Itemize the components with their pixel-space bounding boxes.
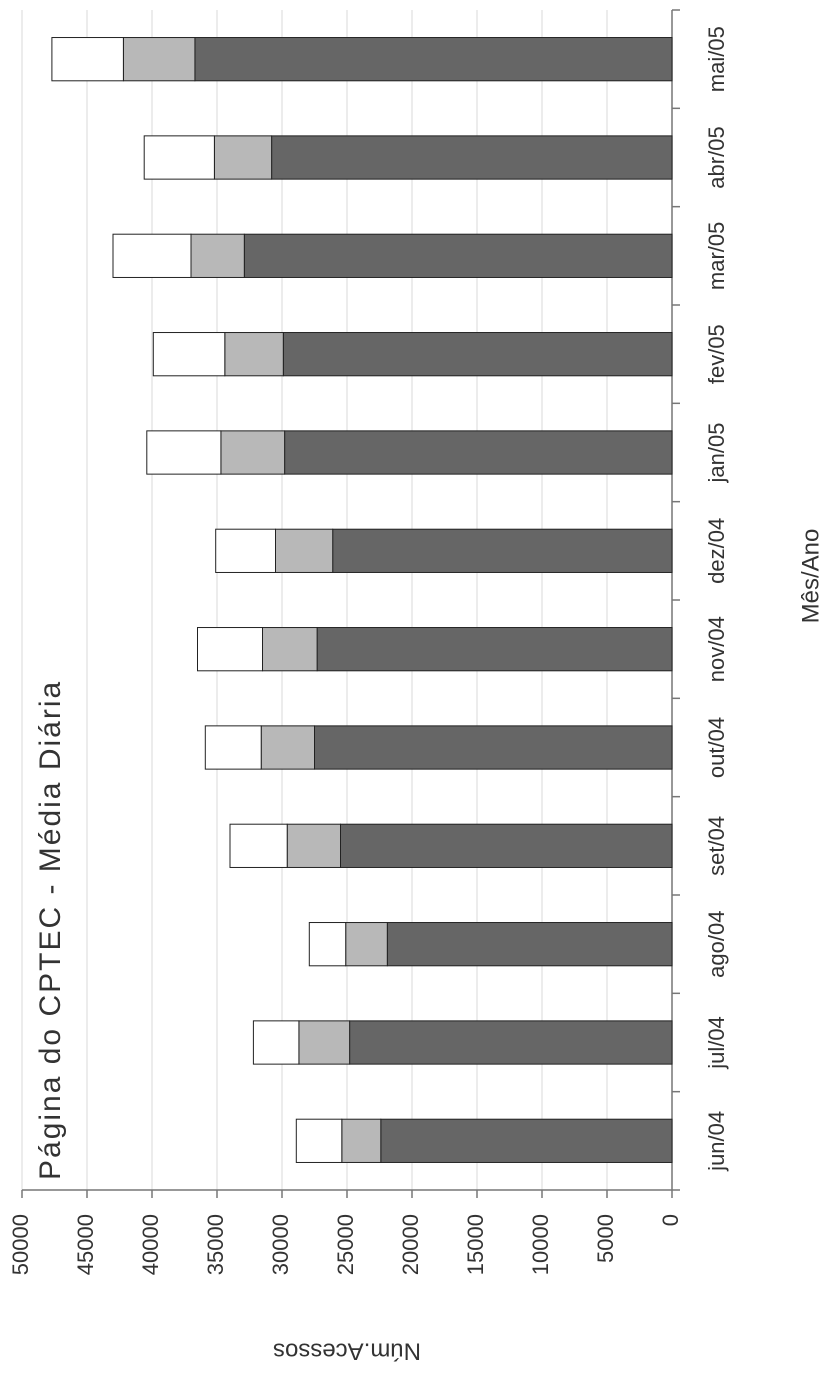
bar-segment xyxy=(275,528,334,573)
x-tick-label: nov/04 xyxy=(704,616,729,682)
x-tick-label: fev/05 xyxy=(704,324,729,384)
y-tick-label: 15000 xyxy=(463,1214,488,1275)
bar-segment xyxy=(271,135,673,180)
y-tick-label: 50000 xyxy=(8,1214,33,1275)
bar-segment xyxy=(197,627,263,672)
bar-segment xyxy=(190,233,245,278)
x-axis-label: Mês/Ano xyxy=(797,529,824,624)
x-tick-label: out/04 xyxy=(704,717,729,778)
y-tick-label: 25000 xyxy=(333,1214,358,1275)
bar-segment xyxy=(380,1118,673,1163)
bar-segment xyxy=(243,233,673,278)
bar-segment xyxy=(345,922,388,967)
x-tick-label: ago/04 xyxy=(704,911,729,978)
bar-segment xyxy=(298,1020,351,1065)
bar-segment xyxy=(224,332,284,377)
bar-segment xyxy=(252,1020,300,1065)
bar-segment xyxy=(215,528,276,573)
x-tick-label: dez/04 xyxy=(704,518,729,584)
bar-segment xyxy=(349,1020,673,1065)
x-tick-label: jul/04 xyxy=(704,1016,729,1070)
bar-segment xyxy=(51,37,124,82)
bar-segment xyxy=(284,430,673,475)
y-tick-label: 20000 xyxy=(398,1214,423,1275)
bar-segment xyxy=(341,1118,382,1163)
bar-segment xyxy=(286,823,342,868)
bar-segment xyxy=(332,528,673,573)
bar-segment xyxy=(262,627,318,672)
y-tick-label: 0 xyxy=(658,1214,683,1226)
y-tick-label: 45000 xyxy=(73,1214,98,1275)
bar-segment xyxy=(220,430,286,475)
bar-segment xyxy=(386,922,673,967)
x-tick-label: abr/05 xyxy=(704,126,729,188)
x-tick-label: jan/05 xyxy=(704,423,729,484)
bar-segment xyxy=(152,332,226,377)
y-tick-label: 35000 xyxy=(203,1214,228,1275)
bar-segment xyxy=(122,37,196,82)
y-tick-label: 10000 xyxy=(528,1214,553,1275)
bar-segment xyxy=(316,627,673,672)
bar-segment xyxy=(308,922,347,967)
bar-segment xyxy=(229,823,288,868)
bar-segment xyxy=(194,37,673,82)
bar-segment xyxy=(213,135,273,180)
bar-segment xyxy=(314,725,673,770)
bar-segment xyxy=(260,725,316,770)
y-tick-label: 30000 xyxy=(268,1214,293,1275)
bar-segment xyxy=(340,823,673,868)
chart-body: Página do CPTEC - Média Diária Mês/Ano N… xyxy=(8,9,824,1365)
bar-segment xyxy=(143,135,215,180)
bar-segment xyxy=(112,233,192,278)
x-tick-label: mar/05 xyxy=(704,222,729,290)
y-tick-label: 40000 xyxy=(138,1214,163,1275)
y-tick-label: 5000 xyxy=(593,1214,618,1263)
x-tick-label: jun/04 xyxy=(704,1111,729,1172)
chart-title: Página do CPTEC - Média Diária xyxy=(34,680,67,1180)
y-axis-label: Núm.Acessos xyxy=(273,1338,421,1365)
x-tick-label: mai/05 xyxy=(704,26,729,92)
bar-segment xyxy=(204,725,262,770)
bar-segment xyxy=(295,1118,343,1163)
x-tick-label: set/04 xyxy=(704,816,729,876)
bar-segment xyxy=(282,332,673,377)
bar-segment xyxy=(146,430,222,475)
